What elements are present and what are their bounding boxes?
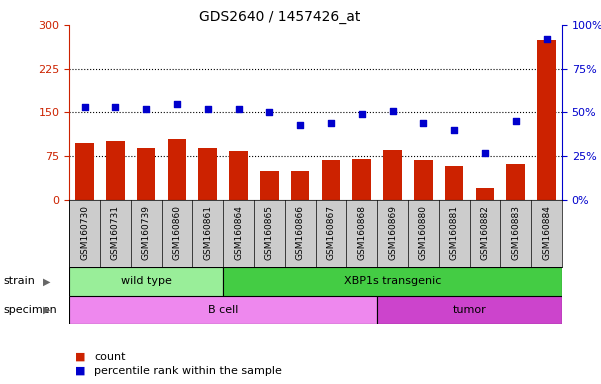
Text: specimen: specimen: [3, 305, 56, 315]
Text: GSM160864: GSM160864: [234, 205, 243, 260]
Point: [450, 127, 459, 133]
Point: [542, 36, 551, 42]
Point: [326, 120, 336, 126]
Bar: [260, 170, 279, 200]
Text: GSM160883: GSM160883: [511, 205, 520, 260]
Point: [511, 118, 520, 124]
Text: GSM160866: GSM160866: [296, 205, 305, 260]
Bar: [69, 267, 223, 296]
Bar: [230, 151, 248, 200]
Text: ▶: ▶: [43, 305, 50, 315]
Text: GSM160869: GSM160869: [388, 205, 397, 260]
Text: count: count: [94, 352, 126, 362]
Text: GSM160882: GSM160882: [480, 205, 489, 260]
Text: ▶: ▶: [43, 276, 50, 286]
Point: [388, 108, 397, 114]
Bar: [383, 150, 402, 200]
Point: [141, 106, 151, 112]
Text: wild type: wild type: [121, 276, 171, 286]
Text: ■: ■: [75, 352, 85, 362]
Bar: [322, 160, 340, 200]
Text: GSM160868: GSM160868: [357, 205, 366, 260]
Bar: [352, 159, 371, 200]
Bar: [106, 141, 124, 200]
Point: [418, 120, 428, 126]
Bar: [291, 170, 310, 200]
Text: GSM160884: GSM160884: [542, 205, 551, 260]
Bar: [537, 40, 556, 200]
Text: GSM160865: GSM160865: [265, 205, 274, 260]
Point: [264, 109, 274, 115]
Point: [357, 111, 367, 117]
Point: [234, 106, 243, 112]
Bar: [137, 149, 156, 200]
Text: GSM160860: GSM160860: [172, 205, 182, 260]
Text: GSM160861: GSM160861: [203, 205, 212, 260]
Text: ■: ■: [75, 366, 85, 376]
Bar: [223, 267, 562, 296]
Point: [295, 121, 305, 127]
Bar: [168, 139, 186, 200]
Bar: [414, 160, 433, 200]
Bar: [69, 296, 377, 324]
Text: GSM160881: GSM160881: [450, 205, 459, 260]
Bar: [75, 143, 94, 200]
Text: GSM160730: GSM160730: [80, 205, 89, 260]
Bar: [377, 296, 562, 324]
Bar: [507, 164, 525, 200]
Bar: [476, 188, 494, 200]
Text: GDS2640 / 1457426_at: GDS2640 / 1457426_at: [199, 10, 360, 23]
Text: GSM160880: GSM160880: [419, 205, 428, 260]
Point: [172, 101, 182, 107]
Text: strain: strain: [3, 276, 35, 286]
Text: tumor: tumor: [453, 305, 486, 315]
Point: [203, 106, 213, 112]
Point: [480, 149, 490, 156]
Bar: [445, 166, 463, 200]
Text: XBP1s transgenic: XBP1s transgenic: [344, 276, 441, 286]
Text: percentile rank within the sample: percentile rank within the sample: [94, 366, 282, 376]
Text: GSM160739: GSM160739: [142, 205, 151, 260]
Text: B cell: B cell: [208, 305, 239, 315]
Point: [111, 104, 120, 110]
Bar: [198, 149, 217, 200]
Text: GSM160867: GSM160867: [326, 205, 335, 260]
Point: [80, 104, 90, 110]
Text: GSM160731: GSM160731: [111, 205, 120, 260]
